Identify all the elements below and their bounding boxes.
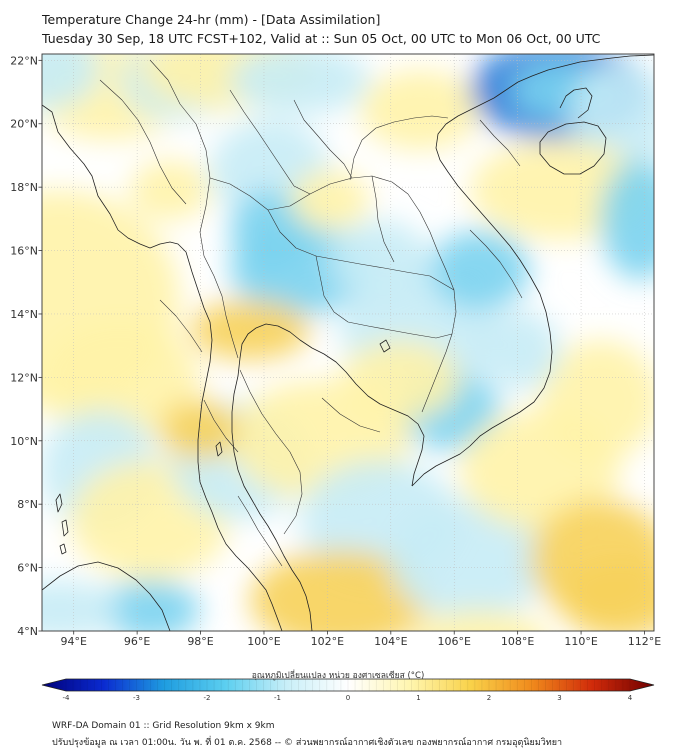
footer-line-2: ปรับปรุงข้อมูล ณ เวลา 01:00น. วัน พ. ที่… — [52, 738, 563, 748]
colorbar-tick-label: 1 — [416, 694, 420, 702]
lon-tick-label: 108°E — [501, 635, 534, 648]
colorbar-tick-label: 4 — [628, 694, 633, 702]
sumatra-coast — [42, 561, 171, 631]
colorbar-tick-label: 3 — [557, 694, 561, 702]
footer-line-1: WRF-DA Domain 01 :: Grid Resolution 9km … — [52, 721, 275, 731]
lat-tick-label: 14°N — [10, 308, 38, 321]
colorbar-bar — [41, 678, 655, 692]
lon-tick-label: 98°E — [187, 635, 213, 648]
andaman-islands — [55, 493, 69, 555]
lon-tick-label: 96°E — [124, 635, 150, 648]
hainan-island — [539, 121, 607, 175]
colorbar-tick-label: -3 — [133, 694, 140, 702]
leizhou-peninsula — [559, 87, 593, 119]
lon-tick-label: 106°E — [438, 635, 471, 648]
colorbar-tick-label: -4 — [63, 694, 71, 702]
lat-tick-label: 4°N — [17, 625, 38, 638]
colorbar-label: อุณหภูมิเปลี่ยนแปลง หน่วย องศาเซลเซียส (… — [251, 671, 425, 681]
colorbar-tick-label: 2 — [487, 694, 491, 702]
lon-tick-label: 94°E — [60, 635, 86, 648]
map-title: Temperature Change 24-hr (mm) - [Data As… — [42, 12, 381, 27]
lon-tick-label: 110°E — [564, 635, 597, 648]
lat-tick-label: 16°N — [10, 245, 38, 258]
map-subtitle: Tuesday 30 Sep, 18 UTC FCST+102, Valid a… — [42, 31, 601, 46]
lon-tick-label: 100°E — [247, 635, 280, 648]
latitude-labels: 22°N 20°N 18°N 16°N 14°N 12°N 10°N 8°N 6°N 4°N — [10, 54, 42, 638]
temperature-field — [42, 54, 654, 631]
vietnam-coast — [411, 54, 654, 487]
lon-tick-label: 102°E — [311, 635, 344, 648]
lat-tick-label: 20°N — [10, 118, 38, 131]
lat-tick-label: 6°N — [17, 562, 38, 575]
longitude-labels: 94°E 96°E 98°E 100°E 102°E 104°E 106°E 108°E 110… — [60, 631, 661, 648]
internal-borders — [99, 59, 523, 567]
lon-tick-label: 112°E — [628, 635, 661, 648]
colorbar-ticks: -4 -3 -2 -1 0 1 2 3 4 — [63, 679, 633, 702]
colorbar-tick-label: -2 — [204, 694, 211, 702]
colorbar-tick-label: -1 — [274, 694, 281, 702]
lat-lon-grid — [42, 54, 654, 631]
colorbar: -4 -3 -2 -1 0 1 2 3 4 — [41, 678, 655, 702]
lat-tick-label: 8°N — [17, 498, 38, 511]
west-coastline — [42, 104, 283, 631]
gulf-west-coast — [231, 327, 313, 631]
coastlines-and-borders — [42, 54, 654, 631]
gulf-head-and-east — [255, 323, 425, 487]
lon-tick-label: 104°E — [374, 635, 407, 648]
lat-tick-label: 22°N — [10, 54, 38, 67]
lat-tick-label: 18°N — [10, 181, 38, 194]
colorbar-tick-label: 0 — [346, 694, 350, 702]
lat-tick-label: 10°N — [10, 435, 38, 448]
map-frame — [41, 53, 655, 632]
lat-tick-label: 12°N — [10, 371, 38, 384]
